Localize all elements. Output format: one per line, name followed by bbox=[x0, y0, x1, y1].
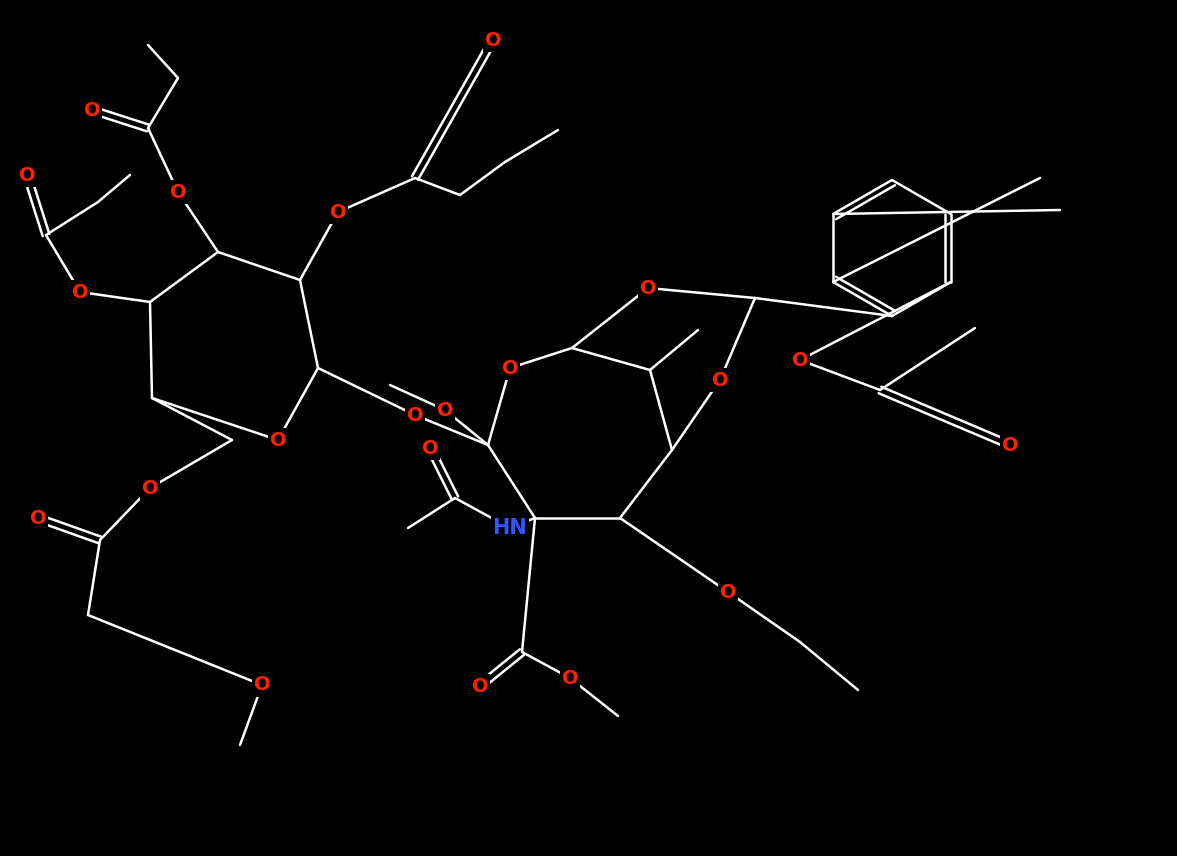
Text: O: O bbox=[719, 582, 737, 602]
Text: O: O bbox=[561, 669, 578, 687]
Text: O: O bbox=[84, 100, 100, 120]
Text: O: O bbox=[141, 479, 159, 497]
Text: O: O bbox=[437, 401, 453, 419]
Text: O: O bbox=[330, 203, 346, 222]
Text: O: O bbox=[169, 182, 186, 201]
Text: O: O bbox=[792, 350, 809, 370]
Text: O: O bbox=[1002, 436, 1018, 455]
Text: O: O bbox=[421, 438, 438, 457]
Text: O: O bbox=[254, 675, 271, 694]
Text: O: O bbox=[472, 676, 488, 695]
Text: HN: HN bbox=[493, 518, 527, 538]
Text: O: O bbox=[485, 31, 501, 50]
Text: O: O bbox=[639, 278, 657, 298]
Text: O: O bbox=[712, 371, 729, 389]
Text: O: O bbox=[501, 359, 518, 377]
Text: O: O bbox=[72, 282, 88, 301]
Text: O: O bbox=[19, 165, 35, 185]
Text: O: O bbox=[29, 508, 46, 527]
Text: O: O bbox=[270, 431, 286, 449]
Text: O: O bbox=[407, 406, 424, 425]
